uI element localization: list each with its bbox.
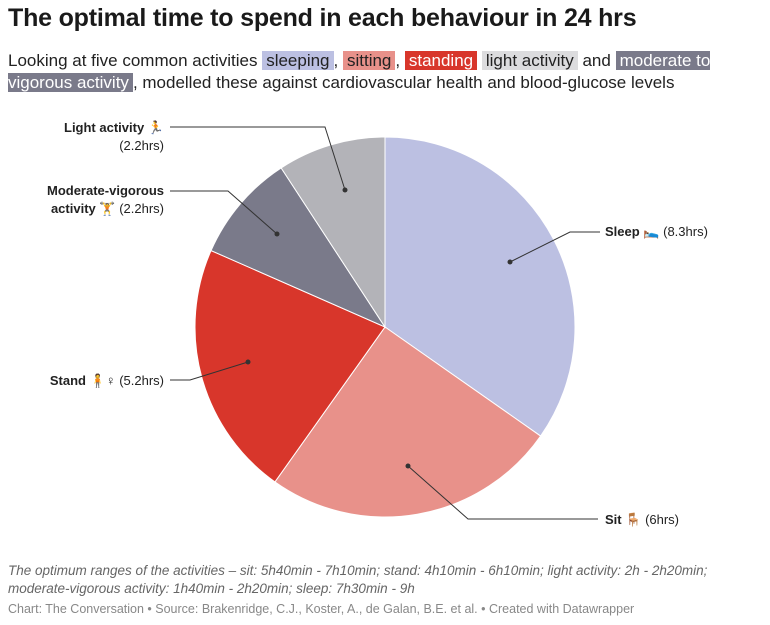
leader-stand — [170, 361, 249, 381]
dot-moderate — [274, 231, 280, 237]
highlight-sleeping: sleeping — [262, 51, 334, 70]
subtitle-outro: , modelled these against cardiovascular … — [132, 73, 675, 92]
dot-sit — [405, 463, 411, 469]
dot-stand — [245, 359, 251, 365]
highlight-light: light activity — [481, 51, 578, 70]
label-sleep: Sleep 🛌 (8.3hrs) — [605, 224, 708, 239]
pie-slice-moderate-vigorous-activity — [210, 167, 387, 329]
label-sit: Sit 🪑 (6hrs) — [605, 512, 679, 527]
pie-slice-stand — [194, 249, 386, 483]
leader-sleep — [509, 231, 600, 263]
highlight-standing: standing — [404, 51, 478, 70]
highlight-sitting: sitting — [342, 51, 396, 70]
leader-sit — [407, 465, 598, 520]
subtitle-and: and — [582, 51, 611, 70]
subtitle-intro: Looking at five common activities — [8, 51, 258, 70]
pie-slice-sit — [274, 326, 542, 518]
dot-sleep — [507, 259, 513, 265]
label-light: Light activity 🏃 (2.2hrs) — [64, 120, 164, 153]
label-stand: Stand 🧍♀ (5.2hrs) — [50, 373, 164, 388]
chart-footer: Chart: The Conversation • Source: Braken… — [8, 602, 635, 616]
chart-title: The optimal time to spend in each behavi… — [8, 4, 637, 32]
dot-light — [342, 187, 348, 193]
pie-slice-sleep — [384, 136, 576, 437]
leader-moderate — [170, 190, 278, 235]
chart-subtitle: Looking at five common activities sleepi… — [8, 51, 711, 92]
leader-light — [170, 126, 346, 191]
chart-note: The optimum ranges of the activities – s… — [8, 563, 708, 596]
label-moderate: Moderate-vigorous activity 🏋 (2.2hrs) — [47, 183, 164, 216]
